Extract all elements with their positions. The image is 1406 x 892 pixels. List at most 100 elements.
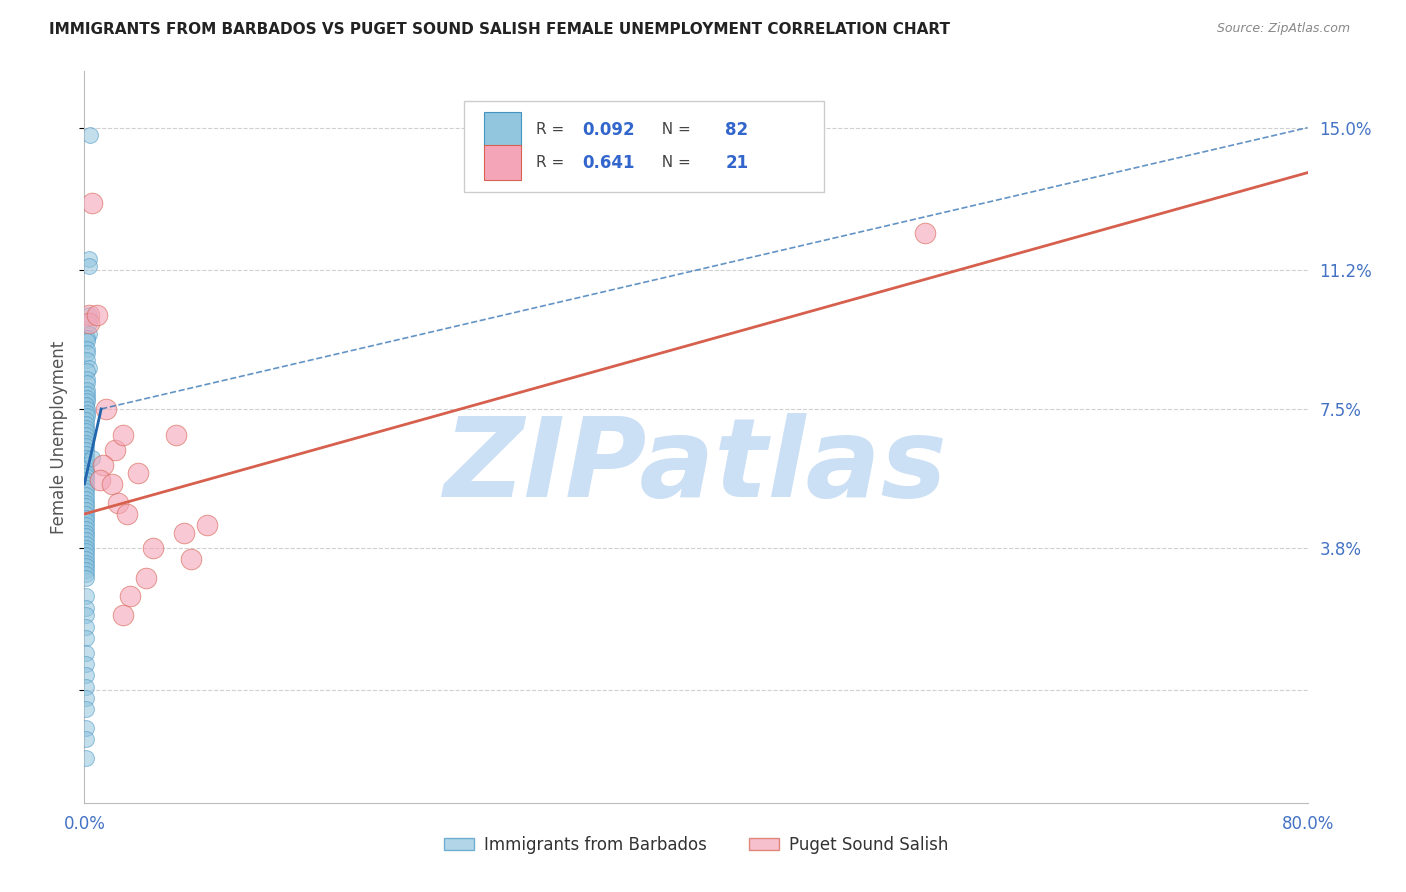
Point xyxy=(75,440,97,454)
FancyBboxPatch shape xyxy=(484,145,522,180)
Text: R =: R = xyxy=(536,122,569,137)
Point xyxy=(86,308,108,322)
Point xyxy=(101,477,124,491)
Point xyxy=(75,458,97,473)
Point xyxy=(75,541,97,555)
Point xyxy=(75,522,97,536)
Point xyxy=(75,443,97,458)
Legend: Immigrants from Barbados, Puget Sound Salish: Immigrants from Barbados, Puget Sound Sa… xyxy=(437,829,955,860)
Point xyxy=(75,657,97,671)
Point xyxy=(75,537,97,551)
Point xyxy=(75,496,97,510)
Point xyxy=(115,507,138,521)
Point xyxy=(75,503,97,517)
Point xyxy=(135,571,157,585)
Point xyxy=(75,473,97,487)
Point xyxy=(75,484,97,499)
Point xyxy=(75,488,97,502)
Point xyxy=(77,308,100,322)
Point xyxy=(75,432,97,446)
Point xyxy=(75,590,97,604)
Point xyxy=(104,443,127,458)
Point xyxy=(75,413,97,427)
Point xyxy=(75,500,97,514)
Point xyxy=(80,450,103,465)
Point xyxy=(75,552,97,566)
Point xyxy=(75,559,97,574)
Text: 82: 82 xyxy=(725,121,748,139)
Point xyxy=(120,590,142,604)
Text: 21: 21 xyxy=(725,153,748,172)
Point xyxy=(75,702,97,716)
Point xyxy=(75,646,97,660)
Point xyxy=(75,450,97,465)
Point xyxy=(75,462,97,476)
Point xyxy=(75,668,97,682)
Text: R =: R = xyxy=(536,155,569,170)
Point xyxy=(75,571,97,585)
FancyBboxPatch shape xyxy=(484,112,522,147)
Point xyxy=(75,507,97,521)
Point xyxy=(77,360,100,375)
Point xyxy=(76,391,98,405)
Point xyxy=(75,631,97,645)
Text: ZIPatlas: ZIPatlas xyxy=(444,413,948,520)
Point xyxy=(75,563,97,577)
Point xyxy=(75,566,97,581)
Point xyxy=(75,425,97,439)
Point xyxy=(94,401,117,416)
Text: N =: N = xyxy=(652,155,696,170)
Point xyxy=(75,525,97,540)
Point xyxy=(75,556,97,570)
Point xyxy=(75,518,97,533)
Point xyxy=(76,376,98,390)
Point xyxy=(75,510,97,524)
Point xyxy=(75,690,97,705)
Point xyxy=(75,481,97,495)
Point xyxy=(76,401,98,416)
Point xyxy=(75,447,97,461)
Point xyxy=(180,552,202,566)
Point xyxy=(77,316,100,330)
Point xyxy=(142,541,165,555)
Point xyxy=(914,226,936,240)
Point xyxy=(75,477,97,491)
Point xyxy=(76,409,98,424)
Point xyxy=(79,128,101,142)
Point xyxy=(76,364,98,378)
Point xyxy=(75,608,97,623)
Point xyxy=(75,600,97,615)
FancyBboxPatch shape xyxy=(464,101,824,192)
Point xyxy=(75,732,97,747)
Point xyxy=(107,496,129,510)
Text: 0.092: 0.092 xyxy=(582,121,636,139)
Point xyxy=(75,515,97,529)
Point xyxy=(76,394,98,409)
Point xyxy=(75,417,97,431)
Point xyxy=(75,533,97,548)
Point xyxy=(111,428,134,442)
Point xyxy=(75,680,97,694)
Point xyxy=(75,619,97,633)
Point xyxy=(75,420,97,434)
Point xyxy=(75,491,97,506)
Point xyxy=(76,345,98,359)
Point xyxy=(75,544,97,558)
Point xyxy=(76,387,98,401)
Text: 0.641: 0.641 xyxy=(582,153,634,172)
Point xyxy=(75,428,97,442)
Point xyxy=(127,466,149,480)
Y-axis label: Female Unemployment: Female Unemployment xyxy=(49,341,67,533)
Point xyxy=(77,260,100,274)
Point xyxy=(75,435,97,450)
Text: Source: ZipAtlas.com: Source: ZipAtlas.com xyxy=(1216,22,1350,36)
Point xyxy=(75,454,97,468)
Point xyxy=(173,525,195,540)
Point xyxy=(76,334,98,349)
Point xyxy=(75,721,97,735)
Point xyxy=(195,518,218,533)
Point xyxy=(76,383,98,397)
Point xyxy=(76,342,98,356)
Text: IMMIGRANTS FROM BARBADOS VS PUGET SOUND SALISH FEMALE UNEMPLOYMENT CORRELATION C: IMMIGRANTS FROM BARBADOS VS PUGET SOUND … xyxy=(49,22,950,37)
Text: N =: N = xyxy=(652,122,696,137)
